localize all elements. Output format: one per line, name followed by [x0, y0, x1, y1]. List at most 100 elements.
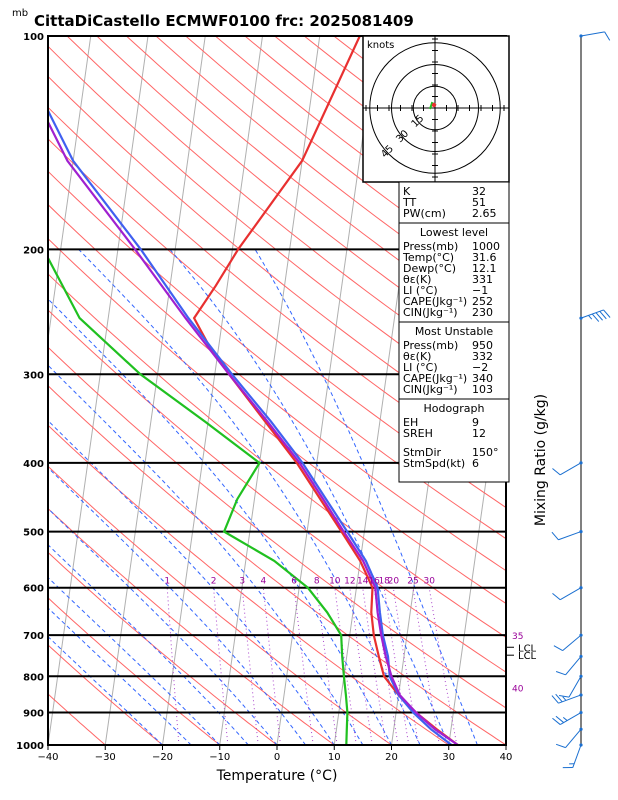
unstable-row-value: 103 — [472, 383, 493, 396]
unstable-row-name: θε(K) — [403, 350, 431, 363]
barb-half-feather — [588, 315, 593, 320]
barb-feather — [552, 592, 561, 601]
lowest-row-value: 252 — [472, 295, 493, 308]
side-number-label: 35 — [512, 632, 523, 642]
temperature-line — [192, 36, 459, 745]
barb-feather — [604, 31, 611, 41]
barb-shaft — [559, 462, 582, 476]
pressure-axis: 100 200 300 400 500 600 700 800 900 1000 — [16, 32, 44, 752]
pressure-tick-label: 400 — [23, 459, 44, 470]
lcl-label: LCL — [518, 643, 537, 654]
barb-shaft — [559, 587, 582, 601]
index-row-name: K — [403, 185, 411, 198]
unstable-row-name: Press(mb) — [403, 339, 458, 352]
lowest-row-value: 12.1 — [472, 262, 497, 275]
barb-feather — [553, 645, 563, 652]
index-row-value: 51 — [472, 196, 486, 209]
parcel-purple-line — [48, 119, 459, 745]
lowest-row-value: 331 — [472, 273, 493, 286]
barb-shaft — [565, 656, 582, 676]
lowest-row-name: LI (°C) — [403, 284, 438, 297]
mixing-ratio-line — [262, 587, 281, 745]
x-tick-label: −40 — [37, 752, 58, 763]
storm-motion-marker — [431, 102, 437, 108]
dry-adiabat — [48, 385, 506, 745]
lowest-row-name: Dewp(°C) — [403, 262, 456, 275]
x-tick-label: 10 — [328, 752, 341, 763]
mixing-ratio-label: 6 — [291, 577, 297, 587]
isotherm-line — [563, 36, 618, 745]
barb-feather — [555, 693, 563, 703]
dry-adiabat — [48, 693, 106, 745]
unstable-row-name: CAPE(Jkg⁻¹) — [403, 372, 467, 385]
unstable-row-name: LI (°C) — [403, 361, 438, 374]
isotherm-line — [219, 36, 321, 745]
hodograph-row-name: StmDir — [403, 446, 442, 459]
hodograph-row-value: 12 — [472, 427, 486, 440]
hodograph-row-value: 6 — [472, 457, 479, 470]
dry-adiabat — [48, 106, 506, 478]
mixing-ratio-label: 18 — [378, 577, 390, 587]
mixing-ratio-line — [428, 587, 458, 745]
lowest-row-value: −1 — [472, 284, 488, 297]
hodograph-frame — [362, 35, 510, 183]
pressure-tick-label: 100 — [23, 32, 44, 43]
barb-shaft — [565, 728, 582, 748]
hodograph-header: Hodograph — [424, 402, 485, 415]
dry-adiabat — [96, 36, 506, 364]
lowest-level-header: Lowest level — [420, 226, 488, 239]
pressure-tick-label: 800 — [23, 672, 44, 683]
index-row-name: PW(cm) — [403, 207, 446, 220]
barb-feather — [591, 313, 600, 322]
dry-adiabat — [48, 551, 278, 745]
side-number-label: 40 — [512, 685, 524, 695]
isotherm-line — [48, 36, 149, 745]
lowest-row-value: 1000 — [472, 240, 500, 253]
barb-feather — [555, 743, 566, 749]
unstable-row-value: 340 — [472, 372, 493, 385]
barb-feather — [552, 468, 561, 476]
isotherm-line — [104, 36, 206, 745]
mixing-ratio-label: 4 — [260, 577, 266, 587]
pressure-tick-label: 500 — [23, 528, 44, 539]
mixing-ratio-label: 30 — [424, 577, 436, 587]
mixing-ratio-axis-title: Mixing Ratio (g/kg) — [533, 394, 549, 526]
barb-feather — [552, 717, 561, 725]
mixing-ratio-label: 2 — [211, 577, 217, 587]
isotherm-line — [48, 36, 92, 343]
unstable-row-value: 950 — [472, 339, 493, 352]
wind-barbs — [551, 31, 611, 769]
pressure-unit-label: mb — [12, 8, 28, 19]
moist-adiabat — [48, 607, 192, 745]
unstable-row-name: CIN(Jkg⁻¹) — [403, 383, 458, 396]
barb-shaft — [580, 31, 605, 37]
hodograph-label: knots — [367, 40, 394, 51]
most-unstable-header: Most Unstable — [415, 325, 494, 338]
background-lines — [48, 36, 618, 745]
dry-adiabat — [48, 424, 450, 745]
x-tick-label: 30 — [442, 752, 455, 763]
lowest-row-name: Temp(°C) — [402, 251, 454, 264]
barb-shaft — [558, 531, 582, 541]
hodograph-row-name: StmSpd(kt) — [403, 457, 465, 470]
barb-feather — [595, 312, 603, 321]
dry-adiabat — [48, 238, 506, 605]
indices-frame — [398, 181, 510, 483]
moist-adiabat — [48, 507, 278, 745]
pressure-tick-label: 200 — [23, 245, 44, 256]
dry-adiabat — [48, 644, 163, 745]
lowest-row-value: 230 — [472, 306, 493, 319]
dry-adiabat — [48, 309, 506, 673]
index-row-value: 2.65 — [472, 207, 497, 220]
barb-feather — [603, 309, 611, 318]
mixing-ratio-label: 1 — [164, 577, 170, 587]
isotherm-line — [162, 36, 263, 745]
mixing-ratio-label: 20 — [388, 577, 400, 587]
mixing-ratio-line — [213, 587, 229, 745]
barb-half-feather — [562, 717, 568, 721]
lowest-row-name: θε(K) — [403, 273, 431, 286]
mixing-ratio-label: 12 — [344, 577, 355, 587]
